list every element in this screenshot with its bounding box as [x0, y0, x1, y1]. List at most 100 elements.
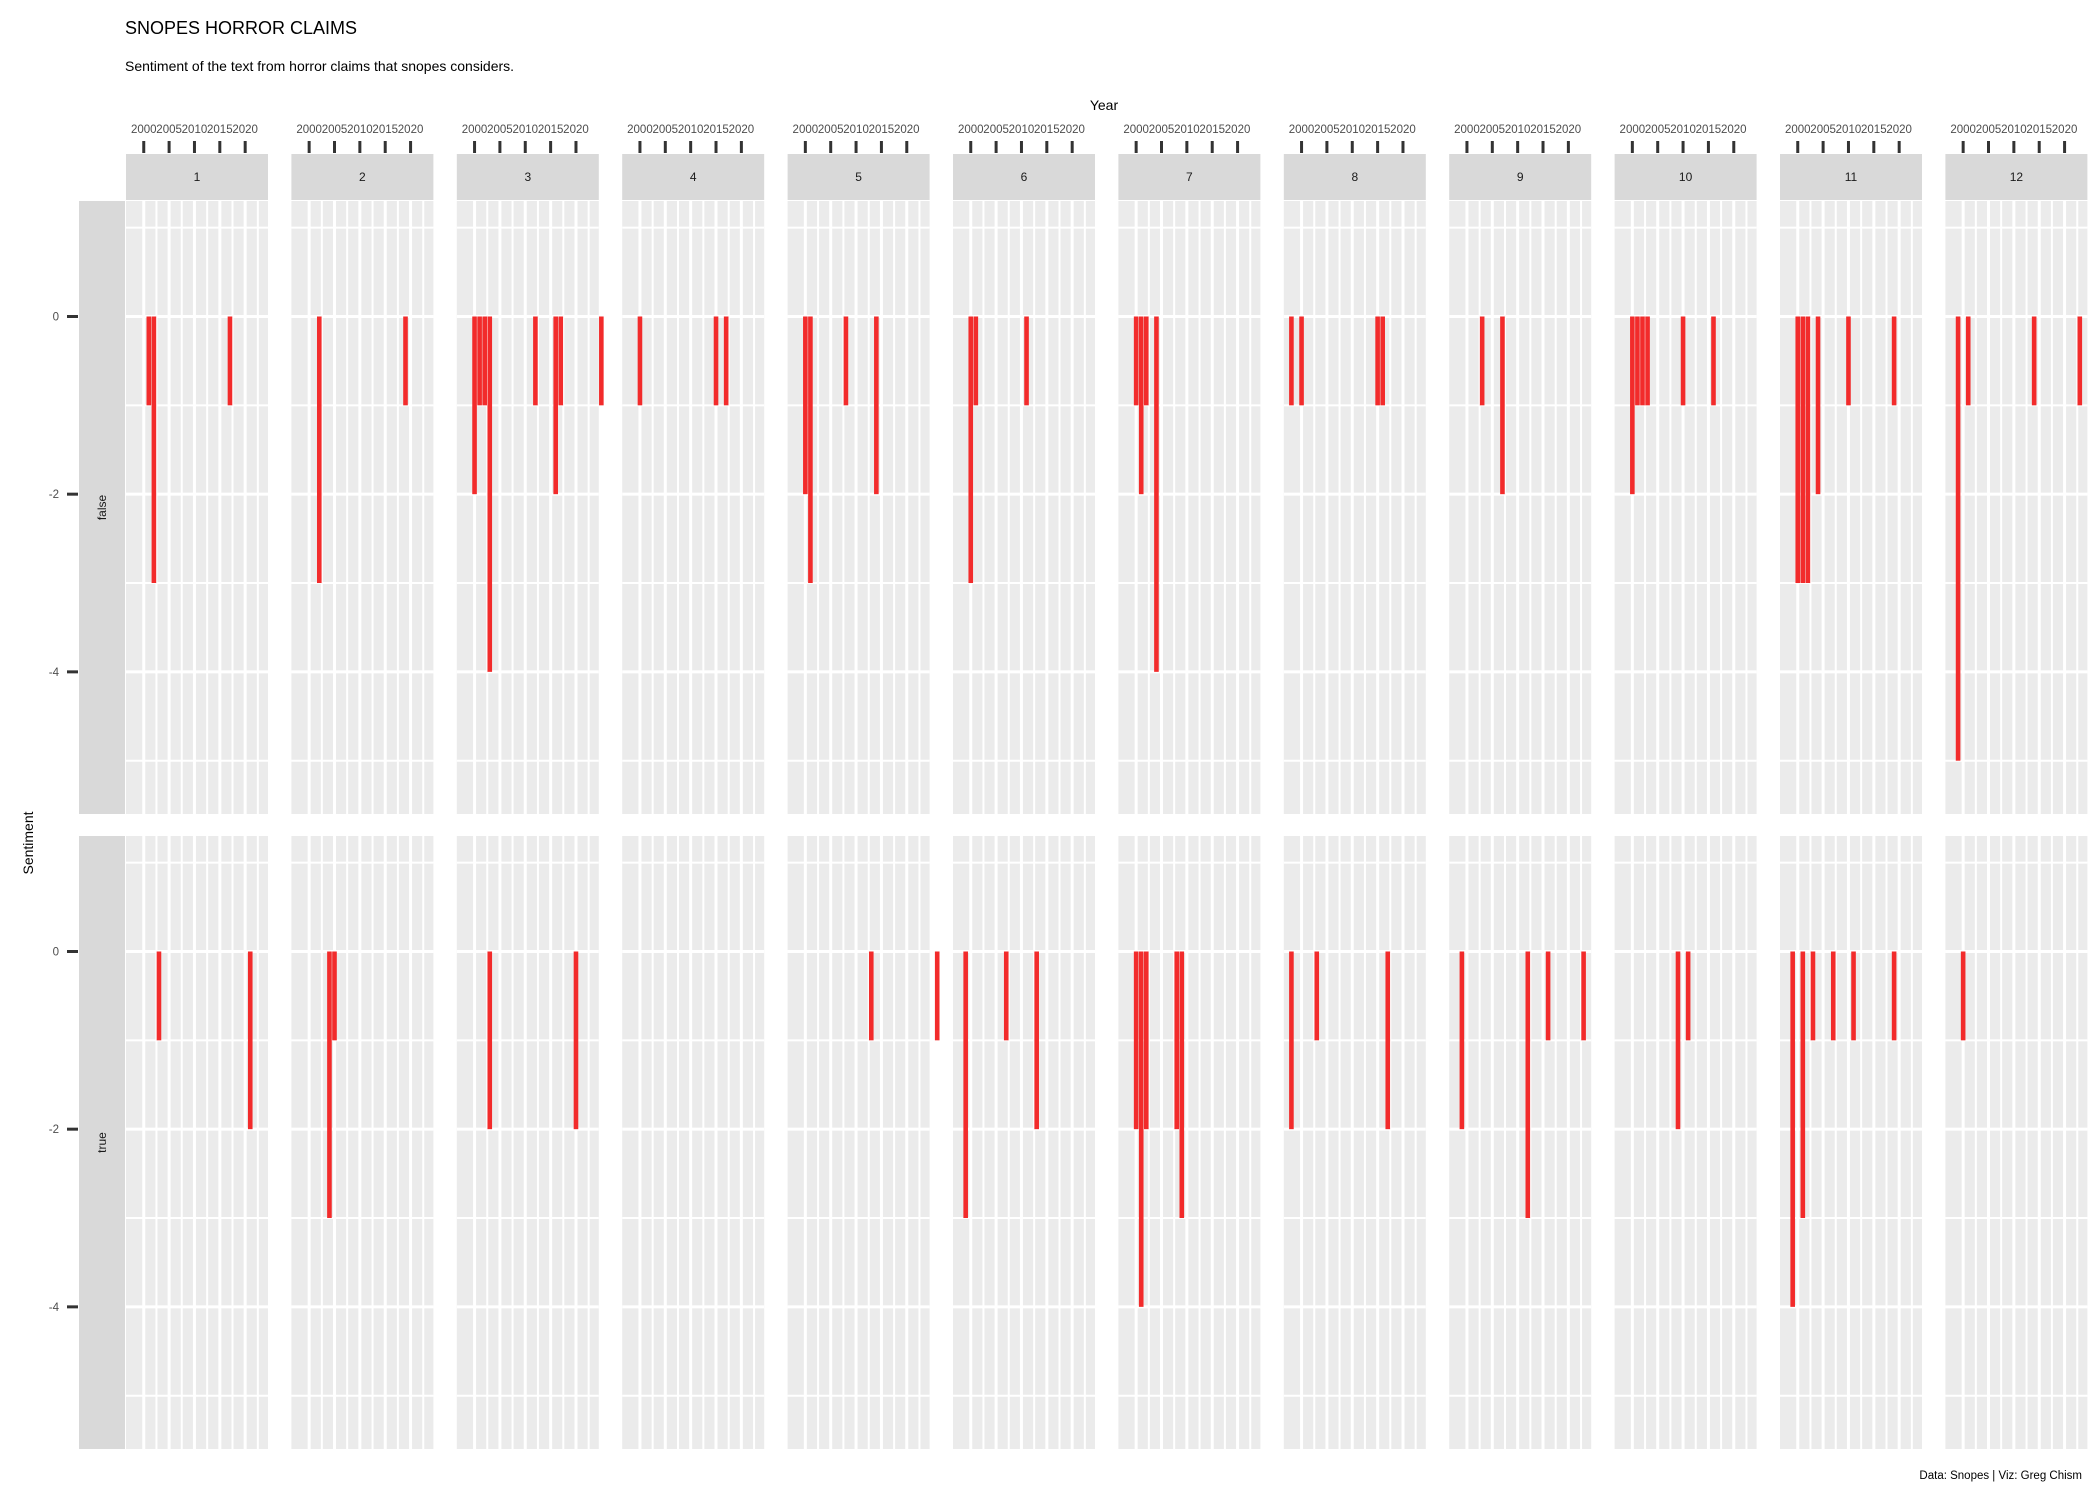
bar [1314, 951, 1320, 1041]
x-tick-label: 2020 [2052, 124, 2078, 136]
column-strip [1283, 154, 1426, 200]
x-tick-label: 2005 [1314, 124, 1340, 136]
chart-title: SNOPES HORROR CLAIMS [125, 18, 358, 38]
bar [808, 316, 813, 584]
bar [1955, 316, 1961, 761]
panel-background [787, 836, 930, 1449]
x-tick-label: 2015 [1530, 124, 1556, 136]
column-strip-label: 11 [1845, 170, 1858, 184]
bar [1711, 316, 1716, 406]
column-strip [1614, 154, 1757, 200]
panel-background [953, 201, 1095, 814]
bar [1891, 951, 1897, 1041]
y-tick-label: 0 [53, 311, 59, 323]
x-tick-label: 2000 [131, 124, 157, 136]
bar [146, 316, 152, 406]
bar [1525, 951, 1531, 1219]
bar [1138, 316, 1144, 495]
x-tick-label: 2015 [1696, 124, 1722, 136]
bar [1815, 316, 1821, 495]
bar [487, 951, 493, 1130]
x-tick-label: 2005 [156, 124, 182, 136]
panel-background [1283, 201, 1426, 814]
panel-background [1614, 201, 1757, 814]
x-tick-label: 2005 [1810, 124, 1836, 136]
x-tick-label: 2020 [894, 124, 920, 136]
column-strip-label: 3 [524, 170, 531, 184]
bar [1685, 951, 1691, 1041]
column-strip [126, 154, 268, 200]
x-tick-label: 2020 [1556, 124, 1582, 136]
column-strip [1780, 154, 1922, 200]
bar [1034, 951, 1039, 1130]
x-tick-label: 2000 [462, 124, 488, 136]
panel-background [456, 836, 599, 1449]
bar [1851, 951, 1856, 1041]
panel-background [456, 201, 599, 814]
panel-background [126, 201, 268, 814]
bar [247, 951, 253, 1130]
bar [874, 316, 879, 495]
bar [1174, 951, 1180, 1130]
x-tick-label: 2010 [2001, 124, 2027, 136]
x-tick-label: 2020 [563, 124, 589, 136]
x-tick-label: 2020 [232, 124, 258, 136]
panel-background [1945, 836, 2088, 1449]
panel-background [1283, 836, 1426, 1449]
panel-background [1449, 836, 1592, 1449]
column-strip-label: 4 [690, 170, 697, 184]
x-tick-label: 2000 [627, 124, 653, 136]
column-strip [787, 154, 930, 200]
x-tick-label: 2005 [818, 124, 844, 136]
x-tick-label: 2000 [1785, 124, 1811, 136]
x-tick-label: 2015 [207, 124, 233, 136]
y-tick-label: -4 [49, 1302, 60, 1314]
x-tick-label: 2005 [1480, 124, 1506, 136]
bar [1965, 316, 1971, 406]
column-strip-label: 9 [1517, 170, 1524, 184]
bar [968, 316, 974, 584]
column-strip-label: 6 [1021, 170, 1028, 184]
bar [1289, 951, 1294, 1130]
bar [533, 316, 538, 406]
bar [963, 951, 968, 1219]
panel-background [1614, 836, 1757, 1449]
bar [1500, 316, 1505, 495]
bar [1675, 951, 1681, 1130]
x-tick-label: 2010 [843, 124, 869, 136]
x-tick-label: 2010 [678, 124, 704, 136]
bar [723, 316, 729, 406]
x-tick-label: 2020 [1886, 124, 1912, 136]
bar [713, 316, 719, 406]
column-strip [291, 154, 434, 200]
bar [1179, 951, 1185, 1219]
x-tick-label: 2020 [1721, 124, 1747, 136]
x-tick-label: 2000 [793, 124, 819, 136]
x-tick-label: 2010 [1174, 124, 1200, 136]
column-strip-label: 12 [2010, 170, 2024, 184]
x-tick-label: 2010 [512, 124, 538, 136]
bar [1143, 951, 1149, 1130]
column-strip-label: 2 [359, 170, 366, 184]
bar [1385, 951, 1391, 1130]
x-tick-label: 2015 [869, 124, 895, 136]
column-strip [953, 154, 1095, 200]
bar [803, 316, 808, 495]
bar [1891, 316, 1897, 406]
bar [482, 316, 487, 406]
x-tick-label: 2015 [1365, 124, 1391, 136]
y-axis-title: Sentiment [20, 811, 36, 874]
x-tick-label: 2000 [296, 124, 322, 136]
x-tick-label: 2005 [1149, 124, 1175, 136]
x-tick-label: 2015 [372, 124, 398, 136]
x-tick-label: 2015 [703, 124, 729, 136]
column-strip-label: 5 [855, 170, 862, 184]
bar [553, 316, 558, 495]
x-tick-label: 2000 [1289, 124, 1315, 136]
y-tick-label: 0 [53, 946, 59, 958]
y-tick-label: -2 [49, 489, 59, 501]
bar [403, 316, 408, 406]
bar [1630, 316, 1635, 495]
